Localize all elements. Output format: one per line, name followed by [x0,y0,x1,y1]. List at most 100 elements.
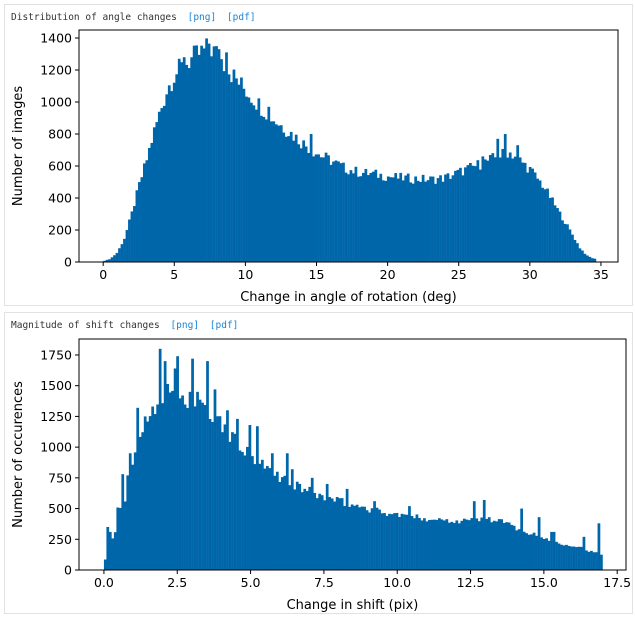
angle-axes-frame [78,29,619,263]
angle-bar [230,82,233,262]
shift-bar [243,455,247,570]
shift-xtick-label: 2.5 [167,575,187,590]
shift-bar [567,545,571,570]
angle-bar [217,49,221,263]
angle-bar [411,183,415,262]
angle-ytick-label: 400 [48,191,72,206]
shift-bar [485,518,489,570]
shift-bar [295,481,299,570]
angle-xlabel: Change in angle of rotation (deg) [240,290,457,305]
angle-bar [543,189,547,262]
shift-bar [570,546,573,570]
shift-bar [103,559,107,570]
shift-ytick-label: 1500 [40,378,72,393]
angle-bar [262,116,266,262]
shift-bar [452,522,456,570]
shift-changes-pdf-link[interactable]: [pdf] [209,320,239,331]
shift-bar [472,501,476,570]
shift-bar [423,518,426,570]
shift-bar [248,425,252,570]
shift-bar [298,483,302,570]
angle-bar [215,46,218,263]
shift-bar [221,432,224,570]
angle-bar [538,180,542,262]
angle-bar [292,140,296,262]
shift-changes-header: Magnitude of shift changes [png] [pdf] [11,320,238,331]
shift-bar [118,507,122,570]
shift-bar [313,492,317,570]
shift-bar [163,361,167,570]
angle-bar [364,168,368,262]
angle-bar [466,165,470,262]
angle-bar [140,177,144,262]
shift-bar [260,459,264,570]
angle-bar [483,159,487,262]
shift-bar [203,405,207,570]
angle-bar [371,171,375,262]
shift-bar [146,421,150,570]
shift-bar [537,517,541,570]
shift-bar [231,432,234,570]
angle-bar [342,162,345,262]
angle-bar [523,162,527,262]
angle-bar [272,121,276,262]
shift-bar [288,485,292,570]
angle-bar [319,157,323,262]
shift-bar [246,446,249,570]
shift-bar [430,519,434,570]
angle-ytick-label: 800 [48,127,72,142]
angle-bar [583,253,587,262]
shift-bar [385,515,389,570]
shift-ytick-label: 250 [48,532,72,547]
angle-bar [250,102,253,263]
angle-bar [334,160,338,262]
angle-bar [434,183,437,262]
angle-bar [279,125,283,262]
shift-bar [460,520,464,570]
shift-bar [128,453,132,570]
angle-bar [394,173,398,262]
shift-ytick-label: 1250 [40,409,72,424]
shift-bar [350,504,354,570]
shift-bar [398,517,401,570]
shift-bar [335,496,339,570]
shift-bar [600,554,603,570]
angle-changes-png-link[interactable]: [png] [187,12,217,23]
shift-bar [512,525,516,570]
shift-xtick-label: 7.5 [314,575,334,590]
angle-bar [115,252,119,262]
shift-bar [223,424,227,570]
shift-bar [575,547,578,570]
shift-bar [131,464,135,570]
angle-bar [511,158,515,262]
angle-bar [157,111,161,262]
shift-bar [360,506,364,570]
shift-bar [373,501,376,570]
angle-bar [339,163,343,262]
shift-bar [201,402,204,570]
angle-bar [481,156,485,262]
angle-bar [426,180,430,262]
shift-changes-png-link[interactable]: [png] [170,320,200,331]
angle-bars [103,38,597,263]
angle-changes-pdf-link[interactable]: [pdf] [226,12,256,23]
shift-bar [161,403,165,570]
angle-bar [399,172,403,262]
shift-bar [268,468,272,570]
angle-bar [471,165,475,262]
shift-bar [213,389,217,570]
angle-bar [167,85,171,262]
angle-bar [327,155,330,262]
shift-bar [420,520,424,570]
angle-bar [190,57,194,263]
angle-bar [172,82,176,263]
shift-bar [216,416,219,570]
shift-bar [400,513,404,570]
shift-bar [415,514,419,570]
angle-bar [374,169,378,262]
shift-bar [500,519,504,570]
angle-bar [240,77,243,262]
angle-bar [254,109,258,262]
shift-bar [333,501,337,570]
shift-bar [438,518,441,570]
